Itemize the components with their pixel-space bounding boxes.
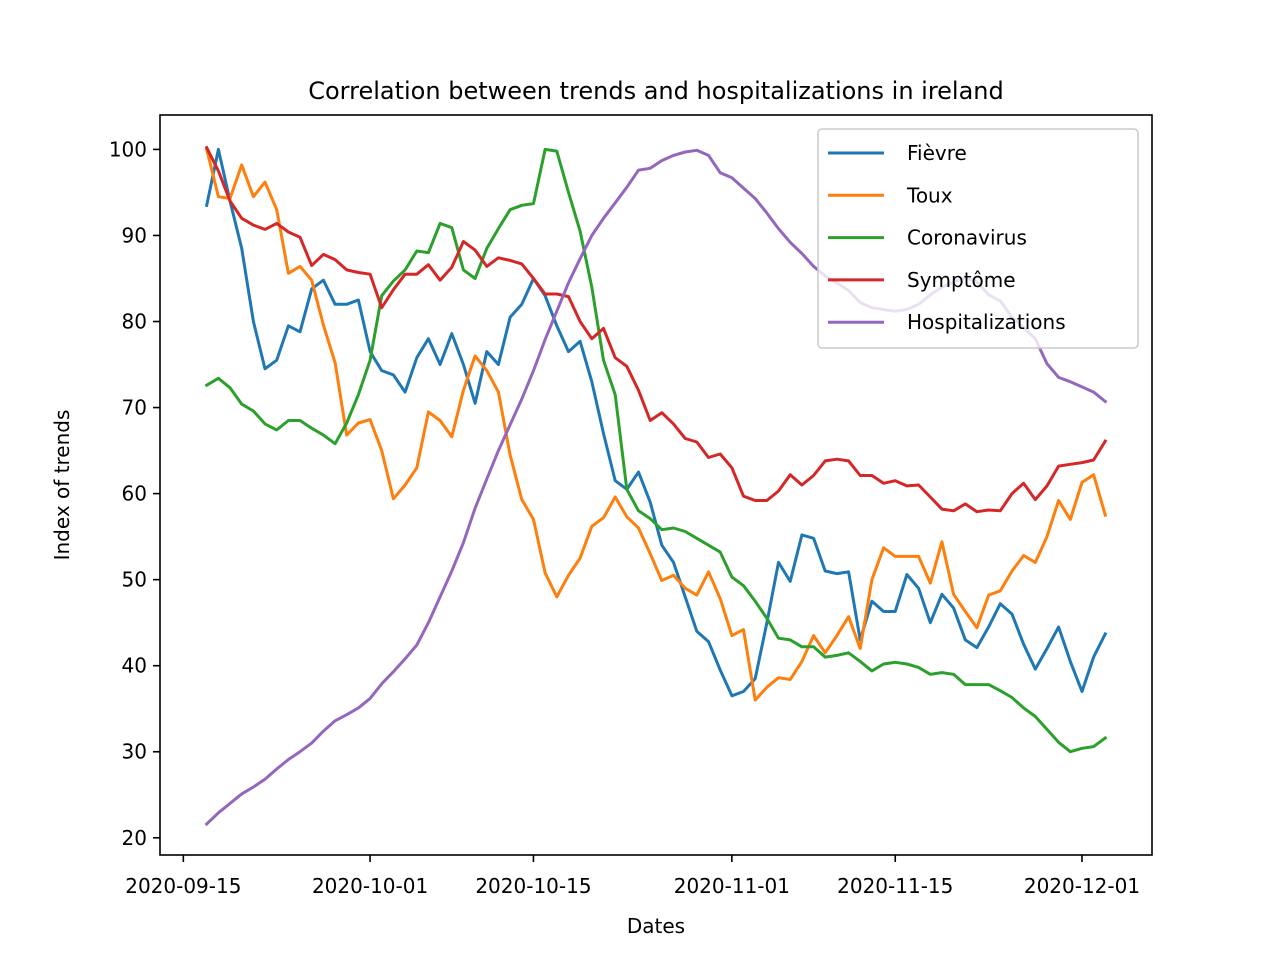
y-tick-label: 40: [122, 654, 147, 678]
legend-label: Fièvre: [907, 141, 967, 165]
x-tick-label: 2020-11-01: [674, 874, 790, 898]
legend-label: Toux: [906, 183, 953, 207]
y-tick-label: 20: [122, 826, 147, 850]
series-line-2: [204, 147, 1108, 754]
y-tick-label: 70: [122, 396, 147, 420]
x-tick-label: 2020-10-15: [475, 874, 591, 898]
chart-title: Correlation between trends and hospitali…: [308, 77, 1004, 105]
series-line-3: [204, 145, 1108, 514]
x-tick-label: 2020-10-01: [312, 874, 428, 898]
plot-area-frame: [159, 114, 1153, 856]
legend-label: Hospitalizations: [907, 310, 1066, 334]
x-tick-label: 2020-12-01: [1024, 874, 1140, 898]
y-tick-label: 50: [122, 568, 147, 592]
y-axis: 20 30 40 50 60 70 80 90 100: [109, 137, 160, 850]
legend-label: Symptôme: [907, 268, 1016, 292]
y-tick-label: 80: [122, 310, 147, 334]
y-tick-label: 30: [122, 740, 147, 764]
x-axis-label: Dates: [627, 914, 685, 938]
y-axis-label: Index of trends: [50, 410, 74, 561]
y-tick-label: 60: [122, 482, 147, 506]
x-axis: 2020-09-15 2020-10-01 2020-10-15 2020-11-01…: [125, 855, 1140, 898]
series-line-1: [204, 147, 1108, 702]
x-tick-label: 2020-11-15: [837, 874, 953, 898]
legend-box: [817, 128, 1139, 349]
y-tick-label: 90: [122, 223, 147, 247]
x-tick-label: 2020-09-15: [125, 874, 241, 898]
y-tick-label: 100: [109, 137, 147, 161]
legend-label: Coronavirus: [907, 226, 1027, 250]
legend: Fièvre Toux Coronavirus Symptôme Hospitaliza…: [817, 128, 1139, 349]
